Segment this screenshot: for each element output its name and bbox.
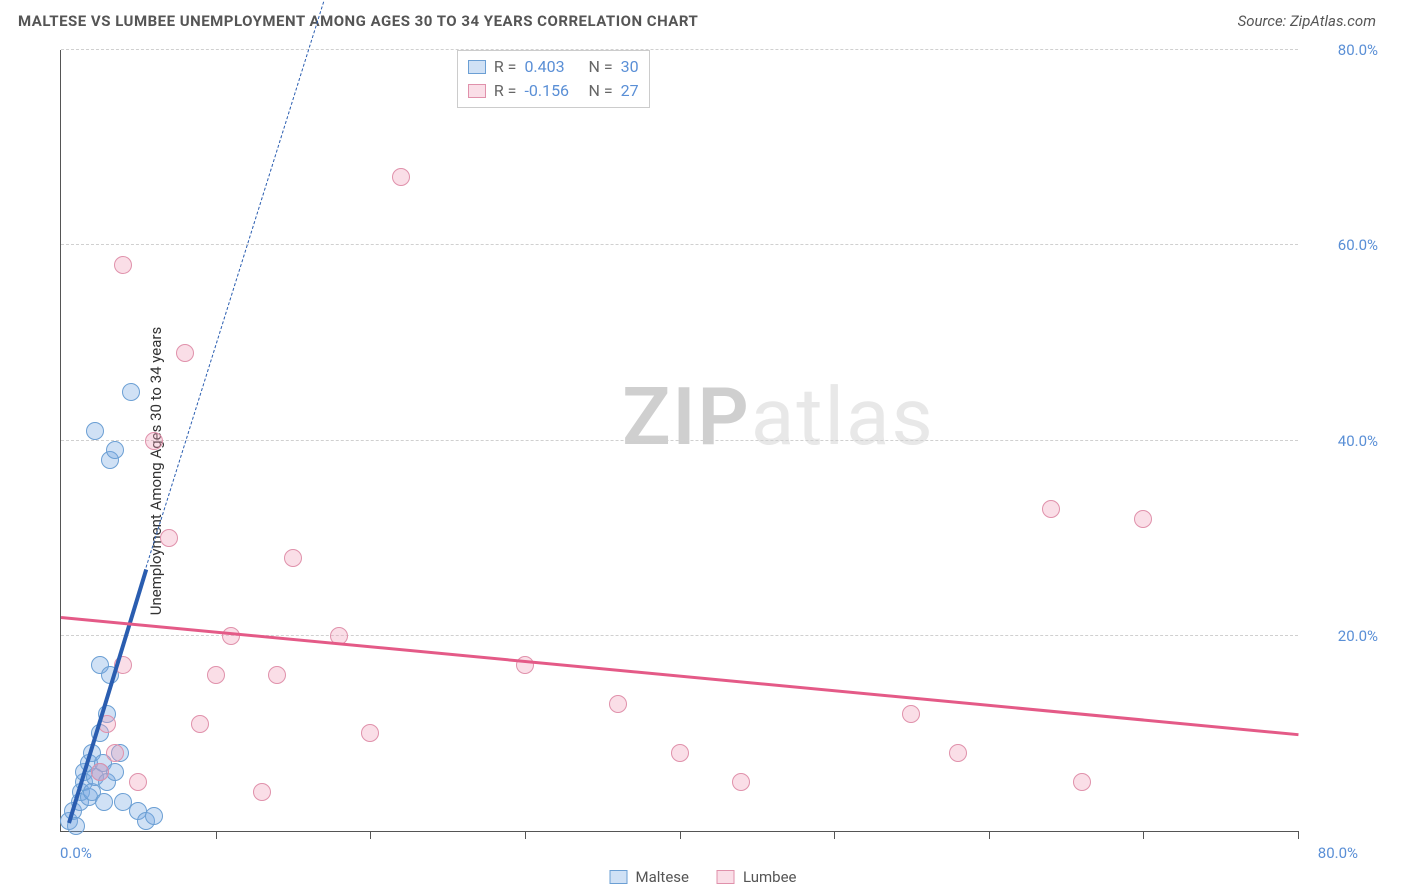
data-point: [671, 744, 689, 762]
data-point: [207, 666, 225, 684]
data-point: [253, 783, 271, 801]
x-tick: [370, 831, 371, 839]
x-tick: [680, 831, 681, 839]
watermark: ZIPatlas: [622, 370, 935, 464]
y-tick-label: 20.0%: [1308, 627, 1378, 645]
x-tick: [1143, 831, 1144, 839]
x-tick: [989, 831, 990, 839]
data-point: [191, 715, 209, 733]
stats-row: R =-0.156N =27: [468, 79, 639, 103]
x-tick: [1298, 831, 1299, 839]
trend-line: [146, 2, 325, 569]
gridline: [61, 49, 1298, 50]
data-point: [949, 744, 967, 762]
data-point: [732, 773, 750, 791]
y-tick-label: 80.0%: [1308, 41, 1378, 59]
data-point: [1134, 510, 1152, 528]
x-axis-start-label: 0.0%: [60, 844, 92, 862]
data-point: [361, 724, 379, 742]
data-point: [106, 744, 124, 762]
data-point: [176, 344, 194, 362]
legend-swatch: [610, 870, 628, 884]
data-point: [145, 432, 163, 450]
data-point: [1073, 773, 1091, 791]
data-point: [392, 168, 410, 186]
x-tick: [834, 831, 835, 839]
data-point: [86, 422, 104, 440]
data-point: [129, 773, 147, 791]
legend-swatch: [468, 84, 486, 98]
legend-label: Lumbee: [743, 868, 797, 886]
data-point: [160, 529, 178, 547]
data-point: [95, 793, 113, 811]
watermark-atlas: atlas: [751, 370, 935, 464]
data-point: [1042, 500, 1060, 518]
x-tick: [216, 831, 217, 839]
source-label: Source: ZipAtlas.com: [1238, 12, 1376, 30]
legend-swatch: [468, 60, 486, 74]
legend-item: Lumbee: [717, 868, 797, 886]
data-point: [106, 441, 124, 459]
legend: Maltese Lumbee: [610, 868, 797, 886]
stats-row: R =0.403N =30: [468, 55, 639, 79]
legend-swatch: [717, 870, 735, 884]
data-point: [902, 705, 920, 723]
scatter-plot: ZIPatlas R =0.403N =30R =-0.156N =27 20.…: [60, 50, 1298, 832]
watermark-zip: ZIP: [622, 370, 751, 464]
data-point: [145, 807, 163, 825]
chart-title: MALTESE VS LUMBEE UNEMPLOYMENT AMONG AGE…: [18, 12, 698, 30]
x-axis-end-label: 80.0%: [1318, 844, 1358, 862]
correlation-stats-box: R =0.403N =30R =-0.156N =27: [457, 50, 650, 108]
data-point: [106, 763, 124, 781]
gridline: [61, 440, 1298, 441]
legend-label: Maltese: [636, 868, 689, 886]
x-tick: [525, 831, 526, 839]
y-tick-label: 60.0%: [1308, 236, 1378, 254]
data-point: [609, 695, 627, 713]
data-point: [91, 763, 109, 781]
data-point: [114, 256, 132, 274]
data-point: [284, 549, 302, 567]
data-point: [122, 383, 140, 401]
legend-item: Maltese: [610, 868, 689, 886]
chart-container: Unemployment Among Ages 30 to 34 years Z…: [18, 50, 1388, 892]
y-tick-label: 40.0%: [1308, 432, 1378, 450]
data-point: [268, 666, 286, 684]
